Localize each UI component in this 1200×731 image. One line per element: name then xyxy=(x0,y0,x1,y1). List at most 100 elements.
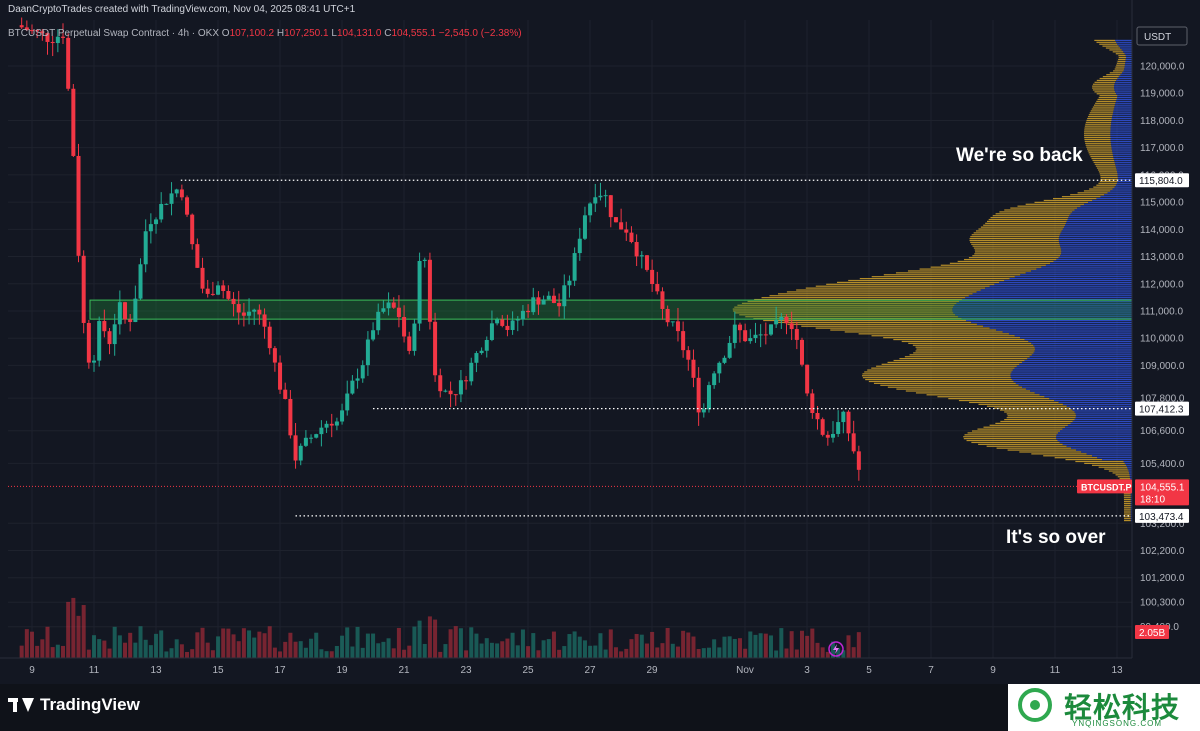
candle-body xyxy=(825,434,830,438)
volume-bar xyxy=(469,627,474,658)
profile-row-up xyxy=(844,331,1003,333)
profile-row-down xyxy=(1016,365,1132,367)
profile-row-up xyxy=(836,281,1000,283)
time-tick-label: 17 xyxy=(274,665,286,676)
profile-row-down xyxy=(1020,274,1132,276)
profile-row-down xyxy=(1110,138,1132,141)
profile-row-down xyxy=(1111,121,1132,123)
candle-body xyxy=(92,360,97,363)
volume-bar xyxy=(799,630,804,658)
profile-row-down xyxy=(980,289,1132,291)
profile-row-down xyxy=(1062,403,1132,405)
volume-bar xyxy=(221,628,226,658)
price-tick-label: 110,000.0 xyxy=(1140,334,1184,345)
price-chart[interactable]: USDT 120,000.0 119,000.0 118,000.0 117,000.0… xyxy=(0,0,1200,684)
volume-bar xyxy=(365,633,370,658)
candle-body xyxy=(588,203,593,216)
volume-bar xyxy=(531,633,536,658)
profile-row-down xyxy=(954,304,1132,306)
profile-row-down xyxy=(1126,466,1132,468)
profile-row-down xyxy=(1115,81,1132,83)
price-axis[interactable]: USDT 120,000.0 119,000.0 118,000.0 117,000.0… xyxy=(1131,0,1200,684)
profile-row-up xyxy=(1096,100,1116,102)
profile-row-up xyxy=(1099,95,1118,97)
volume-bar xyxy=(236,641,241,658)
profile-row-up xyxy=(1098,182,1117,184)
volume-bar xyxy=(500,641,505,658)
profile-row-down xyxy=(1112,150,1132,152)
lightning-icon[interactable] xyxy=(828,641,844,657)
volume-bar xyxy=(226,628,231,658)
volume-bar xyxy=(412,626,417,658)
volume-bar xyxy=(371,633,376,658)
profile-row-up xyxy=(989,424,1068,426)
candle-body xyxy=(319,427,324,435)
volume-bar xyxy=(619,651,624,658)
symbol-badge xyxy=(1077,479,1132,494)
profile-row-up xyxy=(1085,142,1111,144)
profile-row-down xyxy=(1130,512,1132,514)
tradingview-logo[interactable]: TradingView xyxy=(8,695,140,715)
volume-bar xyxy=(557,649,562,658)
price-tick-label: 107,800.0 xyxy=(1140,394,1185,405)
profile-row-up xyxy=(1123,500,1131,503)
volume-profile xyxy=(732,39,1132,522)
profile-row-up xyxy=(1093,186,1115,188)
candle-body xyxy=(148,224,153,232)
profile-row-up xyxy=(1090,156,1114,158)
profile-row-up xyxy=(978,228,1063,230)
volume-bar xyxy=(81,605,86,658)
profile-row-down xyxy=(1130,493,1132,495)
profile-row-down xyxy=(1118,76,1132,78)
volume-bar xyxy=(154,633,159,658)
profile-row-down xyxy=(1113,156,1132,158)
profile-row-down xyxy=(1092,199,1132,202)
profile-row-down xyxy=(1033,352,1132,354)
profile-row-down xyxy=(1114,87,1132,89)
profile-row-up xyxy=(887,361,1022,364)
volume-bar xyxy=(298,641,303,658)
candle-body xyxy=(495,319,500,324)
profile-row-down xyxy=(953,312,1132,314)
profile-row-up xyxy=(1091,157,1114,160)
volume-bar xyxy=(50,647,55,658)
candle-body xyxy=(40,31,45,34)
candle-body xyxy=(567,280,572,286)
candle-body xyxy=(247,311,252,316)
candle-body xyxy=(624,229,629,233)
profile-row-up xyxy=(972,255,1061,257)
profile-row-up xyxy=(1087,117,1112,120)
profile-row-down xyxy=(1130,495,1132,497)
candle-body xyxy=(190,214,195,245)
volume-badge-label: 2.05B xyxy=(1139,628,1165,639)
candle-body xyxy=(66,37,71,89)
profile-row-down xyxy=(983,325,1132,327)
profile-row-up xyxy=(1052,197,1097,200)
volume-bar xyxy=(794,649,799,658)
profile-row-up xyxy=(741,302,957,304)
profile-row-down xyxy=(1130,516,1132,518)
profile-row-down xyxy=(961,298,1132,301)
profile-row-up xyxy=(1105,47,1121,49)
volume-bar xyxy=(86,649,91,658)
profile-row-up xyxy=(926,394,1040,396)
profile-row-up xyxy=(1100,177,1118,179)
profile-row-down xyxy=(1110,135,1132,137)
candle-body xyxy=(334,421,339,426)
profile-row-up xyxy=(986,445,1067,447)
time-axis[interactable]: 9 11 13 15 17 19 21 23 25 27 29 Nov 3 5 7 9 11 13 xyxy=(0,657,1132,676)
profile-row-down xyxy=(1117,177,1132,179)
profile-row-up xyxy=(1088,114,1113,116)
profile-row-up xyxy=(978,403,1063,405)
profile-row-up xyxy=(815,285,990,287)
profile-row-up xyxy=(1084,136,1111,139)
profile-row-up xyxy=(1084,125,1111,127)
open-label: O xyxy=(221,28,230,39)
price-tick-label: 111,000.0 xyxy=(1140,306,1183,317)
profile-row-up xyxy=(948,398,1050,400)
profile-row-down xyxy=(1130,478,1132,480)
profile-row-down xyxy=(1116,98,1132,101)
volume-bar xyxy=(732,638,737,658)
profile-row-down xyxy=(1033,344,1132,346)
candle-body xyxy=(458,380,463,395)
